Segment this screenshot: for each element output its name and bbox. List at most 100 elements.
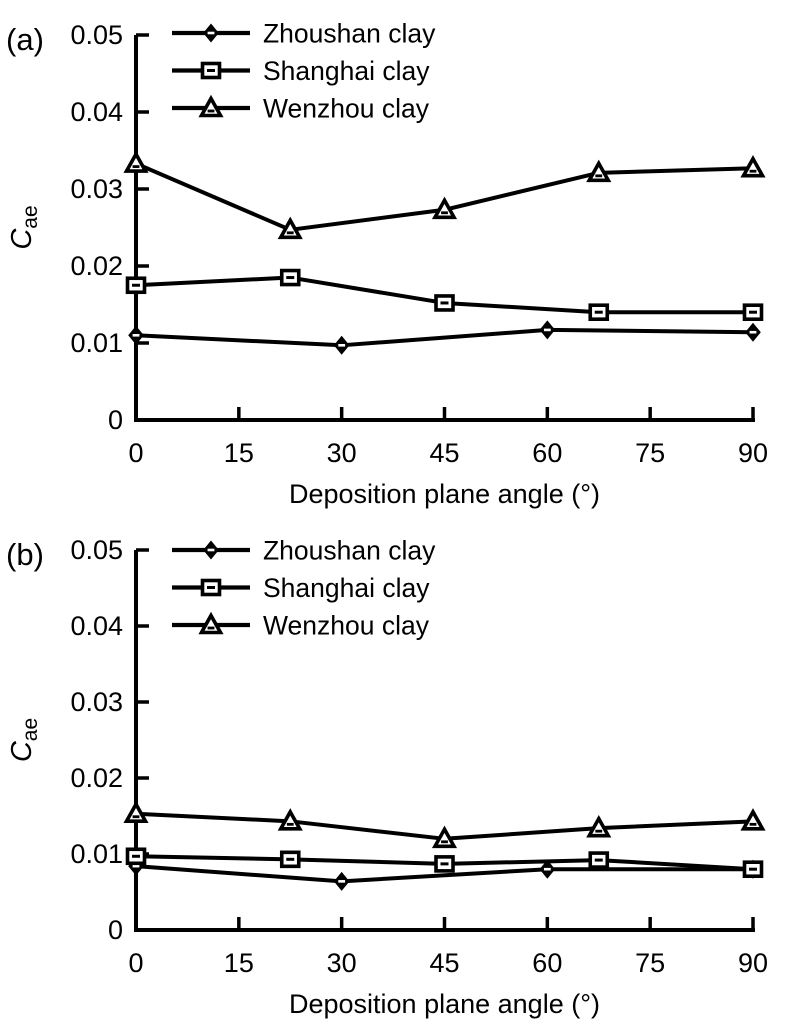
y-tick-label: 0.01 <box>70 839 123 869</box>
x-tick-label: 60 <box>532 438 562 468</box>
triangle-marker-icon <box>431 196 458 220</box>
marker-center-dash <box>543 867 551 871</box>
triangle-marker-icon <box>198 611 224 635</box>
triangle-marker-icon <box>277 808 303 831</box>
triangle-marker-icon <box>277 216 303 240</box>
legend-marker-shanghai-clay <box>200 578 222 597</box>
y-tick-label: 0.01 <box>70 328 123 358</box>
x-tick-label: 15 <box>224 438 254 468</box>
marker-wenzhou-clay <box>277 808 303 831</box>
marker-center-dash <box>440 862 449 866</box>
panel-label: (b) <box>6 537 44 572</box>
triangle-marker-icon <box>586 814 612 838</box>
x-tick-label: 75 <box>635 948 665 978</box>
series-line-zhoushan-clay <box>135 864 753 884</box>
y-tick-label: 0.05 <box>70 535 123 565</box>
y-tick-label: 0.04 <box>70 97 123 127</box>
x-tick-label: 45 <box>429 948 459 978</box>
marker-center-dash <box>132 283 140 287</box>
marker-center-dash <box>132 165 140 168</box>
y-tick-label: 0.02 <box>70 251 123 281</box>
legend-label: Shanghai clay <box>263 573 430 603</box>
triangle-marker-icon <box>740 155 766 178</box>
triangle-marker-icon <box>586 159 612 183</box>
marker-center-dash <box>286 822 294 826</box>
marker-zhoushan-clay <box>128 325 144 345</box>
marker-zhoushan-clay <box>745 322 761 342</box>
x-tick-label: 45 <box>429 438 459 468</box>
marker-shanghai-clay <box>742 860 764 879</box>
marker-center-dash <box>286 276 295 280</box>
x-tick-label: 0 <box>128 948 143 978</box>
legend-label: Shanghai clay <box>263 56 430 86</box>
legend-label: Zhoushan clay <box>263 19 436 49</box>
legend-marker-zhoushan-clay <box>203 540 219 560</box>
y-tick-label: 0.03 <box>70 687 123 717</box>
marker-center-dash <box>441 211 448 215</box>
marker-center-dash <box>207 69 215 72</box>
marker-center-dash <box>749 310 757 314</box>
legend-item-zhoushan-clay: Zhoushan clay <box>172 19 436 49</box>
panel-label: (a) <box>6 22 44 57</box>
marker-center-dash <box>132 854 140 858</box>
y-axis-title: Cae <box>6 205 42 249</box>
legend-item-shanghai-clay: Shanghai clay <box>172 573 430 603</box>
marker-center-dash <box>132 334 140 337</box>
marker-wenzhou-clay <box>123 800 149 824</box>
y-tick-label: 0.03 <box>70 174 123 204</box>
chart-panel-b: (b) 0 0.01 0.02 0.03 0.04 0.05 0 15 30 45 60 75 90 Dep… <box>6 535 768 1019</box>
marker-center-dash <box>132 815 140 819</box>
marker-center-dash <box>749 867 757 871</box>
legend-label: Wenzhou clay <box>263 611 430 641</box>
x-tick-label: 90 <box>738 948 768 978</box>
marker-center-dash <box>749 330 757 334</box>
marker-wenzhou-clay <box>277 216 303 240</box>
series-line-zhoushan-clay <box>135 327 754 348</box>
marker-wenzhou-clay <box>740 155 766 178</box>
y-axis-title-text: Cae <box>6 205 42 249</box>
triangle-marker-icon <box>123 150 149 173</box>
x-tick-label: 30 <box>327 438 357 468</box>
legend-marker-shanghai-clay <box>200 61 222 80</box>
legend-marker-wenzhou-clay <box>198 94 224 118</box>
triangle-marker-icon <box>740 808 766 831</box>
y-axis-title: Cae <box>6 718 42 762</box>
x-tick-label: 60 <box>532 948 562 978</box>
x-axis-title: Deposition plane angle (°) <box>289 479 600 509</box>
marker-center-dash <box>749 822 757 826</box>
marker-center-dash <box>440 301 449 305</box>
x-tick-label: 30 <box>327 948 357 978</box>
marker-shanghai-clay <box>434 855 455 873</box>
marker-center-dash <box>207 586 215 589</box>
marker-shanghai-clay <box>125 276 147 295</box>
y-tick-label: 0.02 <box>70 763 123 793</box>
y-tick-label: 0.04 <box>70 611 123 641</box>
marker-zhoushan-clay <box>539 859 556 879</box>
legend-label: Zhoushan clay <box>263 536 436 566</box>
marker-shanghai-clay <box>588 303 610 322</box>
marker-center-dash <box>338 344 346 347</box>
triangle-marker-icon <box>123 800 149 824</box>
marker-zhoushan-clay <box>333 871 350 891</box>
marker-wenzhou-clay <box>586 159 612 183</box>
marker-center-dash <box>207 31 215 35</box>
marker-wenzhou-clay <box>123 150 149 173</box>
y-tick-label: 0.05 <box>70 20 123 50</box>
y-axis-title-text: Cae <box>6 718 42 762</box>
marker-center-dash <box>595 174 603 178</box>
legend-item-zhoushan-clay: Zhoushan clay <box>172 536 436 566</box>
marker-zhoushan-clay <box>539 320 556 340</box>
x-tick-label: 75 <box>635 438 665 468</box>
marker-center-dash <box>286 231 294 235</box>
marker-shanghai-clay <box>588 851 610 869</box>
marker-shanghai-clay <box>434 294 455 312</box>
marker-center-dash <box>207 109 215 113</box>
y-tick-label: 0 <box>108 915 123 945</box>
legend-item-wenzhou-clay: Wenzhou clay <box>172 94 430 124</box>
legend-item-shanghai-clay: Shanghai clay <box>172 56 430 86</box>
marker-wenzhou-clay <box>431 825 458 849</box>
x-tick-label: 90 <box>738 438 768 468</box>
marker-wenzhou-clay <box>431 196 458 220</box>
legend-marker-zhoushan-clay <box>203 23 219 43</box>
